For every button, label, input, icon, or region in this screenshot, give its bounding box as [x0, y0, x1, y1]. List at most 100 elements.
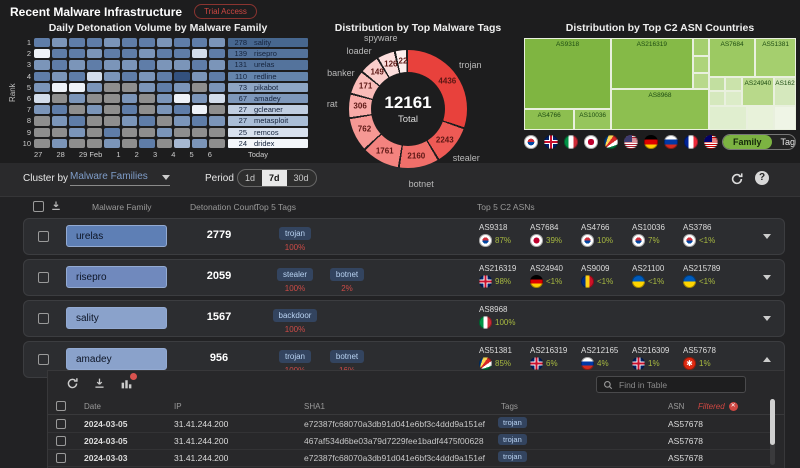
heatmap-cell[interactable]	[86, 105, 103, 115]
row-checkbox[interactable]	[38, 272, 49, 283]
heatmap-cell[interactable]	[86, 93, 103, 104]
heatmap-cell[interactable]	[34, 138, 50, 148]
family-toggle-button[interactable]: Family	[723, 135, 772, 149]
scrollbar[interactable]	[770, 399, 775, 465]
heatmap-cell[interactable]	[174, 82, 190, 92]
heatmap-cell[interactable]	[51, 127, 68, 137]
heatmap-cell[interactable]	[51, 138, 68, 148]
flag-it-icon[interactable]	[564, 135, 578, 149]
heatmap-cell[interactable]	[104, 82, 120, 92]
heatmap-cell[interactable]	[34, 116, 50, 126]
tag-badge[interactable]: trojan	[498, 417, 527, 428]
flag-kr-icon[interactable]	[524, 135, 538, 149]
refresh-icon[interactable]	[66, 377, 79, 395]
heatmap-cell[interactable]	[51, 71, 68, 81]
heatmap-cell[interactable]	[191, 82, 208, 92]
trial-access-badge[interactable]: Trial Access	[194, 4, 257, 19]
period-button-7d[interactable]: 7d	[262, 170, 287, 186]
heatmap-cell[interactable]	[121, 138, 138, 148]
heatmap-cell[interactable]	[139, 127, 155, 137]
heatmap-cell[interactable]	[191, 105, 208, 115]
treemap-cell-as9318[interactable]: AS9318	[524, 38, 612, 109]
family-pill[interactable]: sality	[66, 307, 167, 329]
cluster-by-dropdown[interactable]: Malware Families	[70, 171, 170, 186]
heatmap-cell[interactable]	[69, 71, 85, 81]
heatmap-cell[interactable]	[156, 116, 173, 126]
heatmap-cell[interactable]	[156, 138, 173, 148]
tag-badge[interactable]: botnet	[329, 350, 365, 363]
heatmap-cell[interactable]	[104, 49, 120, 59]
heatmap-cell[interactable]	[174, 105, 190, 115]
heatmap-cell[interactable]	[191, 127, 208, 137]
heatmap-cell[interactable]	[121, 93, 138, 104]
heatmap-legend-row[interactable]: 27 metasploit	[228, 116, 308, 126]
subtable-row[interactable]: 2024-03-05 31.41.244.200 e72387fc68070a3db…	[48, 415, 770, 433]
row-checkbox[interactable]	[56, 436, 66, 446]
heatmap-cell[interactable]	[209, 82, 225, 92]
heatmap-cell[interactable]	[139, 138, 155, 148]
flag-us-icon[interactable]	[624, 135, 638, 149]
treemap-cell[interactable]	[708, 76, 726, 92]
heatmap-cell[interactable]	[69, 116, 85, 126]
heatmap-cell[interactable]	[209, 93, 225, 104]
search-input[interactable]	[617, 378, 731, 391]
heatmap-cell[interactable]	[156, 71, 173, 81]
chevron-down-icon[interactable]	[763, 234, 771, 239]
select-all-checkbox[interactable]	[33, 201, 44, 212]
heatmap-cell[interactable]	[86, 116, 103, 126]
heatmap-cell[interactable]	[139, 71, 155, 81]
column-chart-icon[interactable]	[120, 373, 137, 395]
heatmap-cell[interactable]	[191, 71, 208, 81]
heatmap-cell[interactable]	[104, 105, 120, 115]
heatmap-cell[interactable]	[51, 116, 68, 126]
heatmap-cell[interactable]	[51, 60, 68, 70]
heatmap-cell[interactable]	[104, 38, 120, 48]
heatmap-cell[interactable]	[51, 82, 68, 92]
treemap-cell-as51381[interactable]: AS51381	[755, 38, 796, 77]
treemap-cell-as216319[interactable]: AS216319	[611, 38, 693, 89]
flag-de-icon[interactable]	[644, 135, 658, 149]
heatmap-cell[interactable]	[191, 49, 208, 59]
treemap-cell[interactable]	[725, 91, 742, 107]
heatmap-cell[interactable]	[121, 60, 138, 70]
find-in-table-search[interactable]	[596, 376, 746, 393]
heatmap-cell[interactable]	[34, 82, 50, 92]
flag-jp-icon[interactable]	[584, 135, 598, 149]
treemap-cell-as8968[interactable]: AS8968	[611, 88, 709, 130]
treemap-chart[interactable]: AS9318 AS4766 AS10036 AS216319 AS8968 AS…	[524, 38, 796, 130]
heatmap-cell[interactable]	[104, 93, 120, 104]
heatmap-cell[interactable]	[156, 60, 173, 70]
heatmap-cell[interactable]	[191, 93, 208, 104]
treemap-cell[interactable]	[774, 106, 796, 130]
heatmap-cell[interactable]	[209, 60, 225, 70]
heatmap-legend-row[interactable]: 25 remcos	[228, 127, 308, 137]
heatmap-cell[interactable]	[174, 127, 190, 137]
heatmap-legend-row[interactable]: 24 dridex	[228, 138, 308, 148]
row-checkbox[interactable]	[56, 453, 66, 463]
heatmap-cell[interactable]	[104, 60, 120, 70]
tag-toggle-button[interactable]: Tag	[772, 135, 795, 149]
heatmap-cell[interactable]	[174, 116, 190, 126]
heatmap-legend-row[interactable]: 110 redline	[228, 71, 308, 81]
flag-ru-icon[interactable]	[664, 135, 678, 149]
table-row[interactable]: sality 1567 backdoor 100% AS8968 100%	[23, 300, 785, 337]
heatmap-cell[interactable]	[156, 93, 173, 104]
heatmap-legend-row[interactable]: 278 sality	[228, 38, 308, 48]
row-checkbox[interactable]	[38, 354, 49, 365]
clear-filter-icon[interactable]	[728, 402, 738, 411]
heatmap-cell[interactable]	[191, 116, 208, 126]
heatmap-cell[interactable]	[174, 49, 190, 59]
refresh-icon[interactable]	[730, 172, 744, 191]
heatmap-cell[interactable]	[86, 82, 103, 92]
heatmap-cell[interactable]	[121, 38, 138, 48]
heatmap-cell[interactable]	[156, 105, 173, 115]
download-icon[interactable]	[93, 377, 106, 395]
heatmap-cell[interactable]	[209, 116, 225, 126]
family-pill[interactable]: urelas	[66, 225, 167, 247]
heatmap-cell[interactable]	[104, 127, 120, 137]
heatmap-cell[interactable]	[139, 93, 155, 104]
treemap-cell-as10036[interactable]: AS10036	[574, 108, 612, 130]
family-pill[interactable]: risepro	[66, 266, 167, 288]
row-checkbox[interactable]	[56, 419, 66, 429]
heatmap-cell[interactable]	[139, 116, 155, 126]
